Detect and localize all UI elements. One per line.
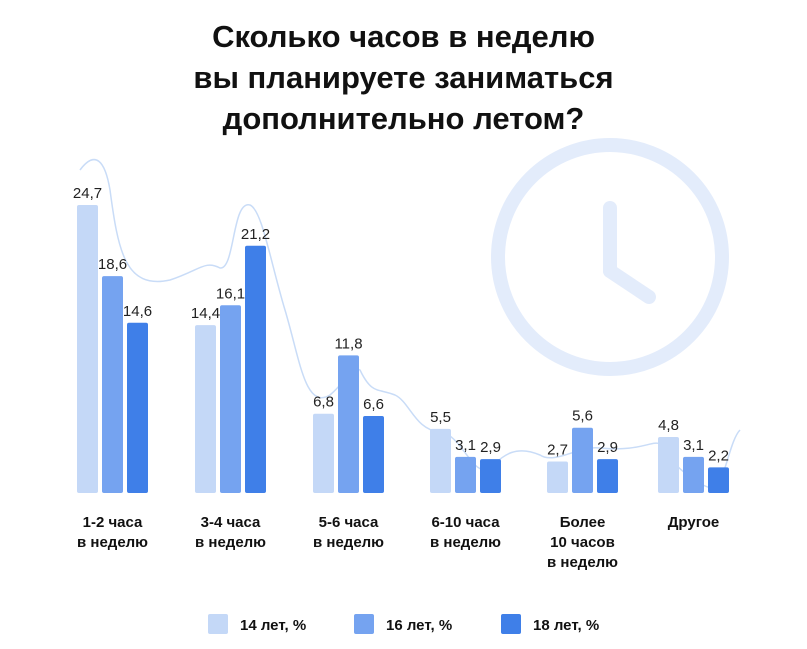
decoration-layer [79, 138, 741, 489]
legend-label-1: 14 лет, % [240, 617, 306, 634]
legend-label-2: 16 лет, % [386, 617, 452, 634]
bar-5-3 [597, 459, 618, 493]
bar-5-1 [547, 461, 568, 493]
value-label-4-2: 3,1 [455, 437, 476, 454]
value-label-5-1: 2,7 [547, 442, 568, 459]
value-label-4-3: 2,9 [480, 439, 501, 456]
category-label-2-line-1: 3-4 часа [201, 514, 261, 531]
bar-2-2 [220, 305, 241, 493]
category-label-4-line-1: 6-10 часа [431, 514, 500, 531]
value-label-3-3: 6,6 [363, 396, 384, 413]
bar-6-1 [658, 437, 679, 493]
value-label-6-1: 4,8 [658, 417, 679, 434]
bar-2-3 [245, 245, 266, 493]
value-label-6-3: 2,2 [708, 447, 729, 464]
category-label-1-line-2: в неделю [77, 534, 148, 551]
bar-6-2 [683, 456, 704, 493]
category-label-3-line-1: 5-6 часа [319, 514, 379, 531]
value-label-2-3: 21,2 [241, 226, 270, 243]
value-label-3-2: 11,8 [334, 335, 362, 352]
category-label-5-line-1: Более [560, 514, 606, 531]
value-label-6-2: 3,1 [683, 437, 704, 454]
bar-4-2 [455, 456, 476, 493]
category-label-3-line-2: в неделю [313, 534, 384, 551]
category-label-5-line-2: 10 часов [550, 534, 615, 551]
chart-title-line-3: дополнительно летом? [222, 101, 585, 136]
bar-3-3 [363, 416, 384, 493]
legend-swatch-1 [208, 614, 228, 634]
bars-layer [77, 205, 729, 493]
category-label-5-line-3: в неделю [547, 554, 618, 571]
bar-1-2 [102, 276, 123, 493]
decorative-wave-line [79, 158, 741, 489]
value-label-4-1: 5,5 [430, 409, 451, 426]
bar-2-1 [195, 325, 216, 493]
value-label-5-3: 2,9 [597, 439, 618, 456]
legend: 14 лет, % 16 лет, % 18 лет, % [208, 614, 599, 634]
value-label-2-1: 14,4 [191, 305, 220, 322]
bar-3-2 [338, 355, 359, 493]
bar-1-3 [127, 322, 148, 493]
category-label-4-line-2: в неделю [430, 534, 501, 551]
category-labels-layer: 1-2 часа в неделю 3-4 часа в неделю 5-6 часа… [77, 514, 719, 571]
legend-swatch-2 [354, 614, 374, 634]
legend-swatch-3 [501, 614, 521, 634]
value-label-3-1: 6,8 [313, 394, 334, 411]
value-label-2-2: 16,1 [216, 285, 245, 302]
legend-label-3: 18 лет, % [533, 617, 599, 634]
bar-1-1 [77, 205, 98, 493]
chart-title: Сколько часов в неделю вы планируете зан… [0, 16, 807, 139]
value-label-1-2: 18,6 [98, 256, 127, 273]
bar-5-2 [572, 427, 593, 493]
bar-4-1 [430, 428, 451, 493]
value-label-1-3: 14,6 [123, 303, 152, 320]
category-label-2-line-2: в неделю [195, 534, 266, 551]
category-label-6-line-1: Другое [668, 514, 720, 531]
value-label-1-1: 24,7 [73, 185, 102, 202]
bar-6-3 [708, 467, 729, 493]
category-label-1-line-1: 1-2 часа [83, 514, 143, 531]
chart-title-line-1: Сколько часов в неделю [212, 19, 595, 54]
bar-4-3 [480, 459, 501, 493]
bar-3-1 [313, 413, 334, 493]
clock-icon [491, 138, 729, 376]
value-labels-layer: 24,718,614,6 14,416,121,26,811,86,65,53,1… [73, 185, 729, 464]
chart-title-line-2: вы планируете заниматься [193, 60, 614, 95]
value-label-5-2: 5,6 [572, 408, 593, 425]
